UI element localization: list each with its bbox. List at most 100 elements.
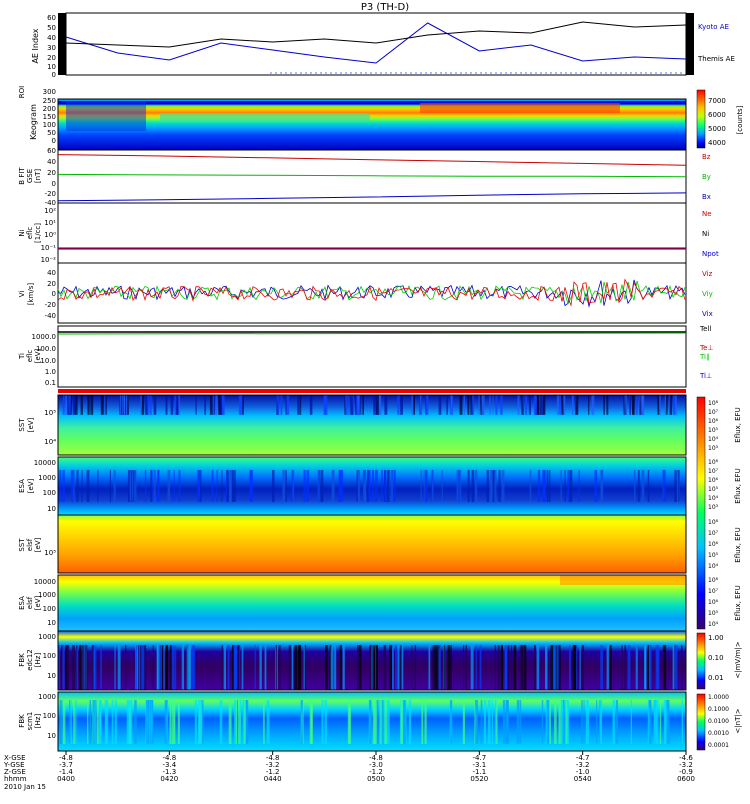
bfit-tick: -40: [45, 199, 56, 207]
esa1-panel: 10000 1000 100 10 ESA [eV]: [18, 456, 687, 516]
bfit-axis-unit: [nT]: [34, 169, 42, 183]
date-label: 2010 Jan 15: [4, 783, 46, 791]
orbit-value: -1.0: [576, 768, 590, 776]
esa2-cbar-tick: 10⁴: [708, 621, 719, 628]
esa2-tick: 1000: [38, 591, 56, 599]
ni-tick: 10¹: [44, 219, 56, 227]
esa1-cbar-tick: 10⁷: [708, 468, 719, 475]
esa1-tick: 1000: [38, 474, 56, 482]
keogram-cbar-tick: 5000: [708, 125, 726, 133]
esa2-cbar-tick: 10⁸: [708, 577, 719, 584]
sst2-cbar-unit: Eflux, EFU: [734, 527, 742, 562]
ni-axis-label2: eflc: [26, 227, 34, 240]
esa1-axis-unit: [eV]: [27, 478, 35, 493]
sst1-axis-unit: [eV]: [27, 417, 35, 432]
row-label-hhmm: hhmm: [4, 775, 27, 783]
orbit-value: -3.7: [59, 761, 73, 769]
ti-axis-label2: eflc: [26, 350, 34, 363]
sst1-cbar-tick: 10³: [708, 445, 719, 452]
fbk1-tick: 100: [43, 652, 56, 660]
esa1-cbar-tick: 10⁸: [708, 459, 719, 466]
esa1-cbar-tick: 10³: [708, 504, 719, 511]
orbit-value: -1.2: [266, 768, 280, 776]
esa1-cbar-unit: Eflux, EFU: [734, 468, 742, 503]
orbit-value: -3.4: [162, 761, 176, 769]
vi-tick: -40: [45, 312, 56, 320]
fbk2-cbar-tick: 0.0001: [708, 742, 729, 749]
ae-tick: 0: [52, 71, 56, 79]
vix-legend: Vix: [702, 310, 713, 318]
sst2-panel: 10⁵ SST elsf [eV]: [18, 514, 687, 574]
ae-frame: [65, 12, 687, 76]
esa1-axis-label: ESA: [18, 479, 26, 493]
time-tick-label: 0440: [264, 775, 282, 783]
vi-tick: 20: [47, 280, 56, 288]
esa1-cbar-tick: 10⁶: [708, 477, 719, 484]
sst1-cbar-tick: 10⁸: [708, 400, 719, 407]
bfit-tick: 0: [52, 180, 56, 188]
row-label-y: Y-GSE: [3, 761, 25, 769]
ti-tick: 1.0: [45, 368, 56, 376]
npot-legend: Npot: [702, 250, 719, 258]
ti-tick: 10.0: [40, 357, 56, 365]
sst1-spectrogram: [58, 395, 686, 455]
ti-axis-unit: [eV]: [34, 348, 42, 363]
bz-legend: Bz: [702, 153, 711, 161]
time-tick-label: 0400: [57, 775, 75, 783]
sst1-axis-label: SST: [18, 418, 26, 432]
vi-tick: 0: [52, 290, 56, 298]
ae-panel: 60 50 40 30 20 10 0 AE Index Kyoto AE Th…: [31, 12, 735, 79]
sst1-tick: 10⁵: [44, 409, 56, 417]
fbk1-tick: 10: [47, 672, 56, 680]
esa2-axis-label2: elsf: [26, 596, 34, 609]
bfit-tick: 20: [47, 169, 56, 177]
keogram-cbar-tick: 4000: [708, 139, 726, 147]
fbk2-cbar-tick: 1.0000: [708, 694, 729, 701]
ti-par-legend: Ti∥: [699, 353, 710, 361]
ni-panel: 10² 10¹ 10⁰ 10⁻¹ 10⁻² Ni eflc [1/cc] Ne …: [18, 202, 719, 264]
ae-tick: 50: [47, 24, 56, 32]
ti-axis-label: Ti: [18, 353, 26, 360]
ti-tick: 1000.0: [32, 333, 57, 341]
ne-legend: Ne: [702, 210, 712, 218]
orbit-value: -1.1: [472, 768, 486, 776]
esa2-cbar-unit: Eflux, EFU: [734, 585, 742, 620]
esa2-cbar-tick: 10⁷: [708, 588, 719, 595]
keogram-cbar-tick: 6000: [708, 111, 726, 119]
keogram-cbar-tick: 7000: [708, 97, 726, 105]
vi-axis-unit: [km/s]: [27, 283, 35, 306]
orbit-value: -4.7: [472, 754, 486, 762]
themis-ae-series: [65, 21, 687, 48]
time-tick-label: 0520: [470, 775, 488, 783]
esa2-axis-label: ESA: [18, 596, 26, 610]
orbit-value: -3.1: [472, 761, 486, 769]
bx-series: [57, 192, 687, 202]
keogram-tick: 200: [43, 105, 56, 113]
orbit-value: -4.8: [59, 754, 73, 762]
fbk1-cbar-tick: 1.00: [708, 634, 724, 642]
ae-tick: 20: [47, 54, 56, 62]
vi-tick: -20: [45, 301, 56, 309]
orbit-value: -1.2: [369, 768, 383, 776]
by-legend: By: [702, 173, 711, 181]
viz-series: [57, 278, 686, 307]
ti-tick: 100.0: [36, 345, 56, 353]
esa1-tick: 100: [43, 489, 56, 497]
mode-strip: [58, 389, 686, 393]
sst1-cbar-tick: 10⁵: [708, 427, 719, 434]
ae-tick: 10: [47, 63, 56, 71]
fbk1-cbar-tick: 0.10: [708, 654, 724, 662]
esa2-tick: 100: [43, 605, 56, 613]
orbit-value: -1.4: [59, 768, 73, 776]
fbk1-cbar-unit: <|mV/m|>: [734, 641, 742, 678]
esa1-cbar-tick: 10⁵: [708, 486, 719, 493]
sst1-cbar-tick: 10⁷: [708, 409, 719, 416]
sst1-tick: 10⁴: [44, 438, 56, 446]
bfit-tick: 40: [47, 158, 56, 166]
sst1-cbar-unit: Eflux, EFU: [734, 407, 742, 442]
ti-tick: 0.1: [45, 379, 56, 387]
orbit-value: -4.7: [576, 754, 590, 762]
sst1-cbar-tick: 10⁴: [708, 436, 719, 443]
